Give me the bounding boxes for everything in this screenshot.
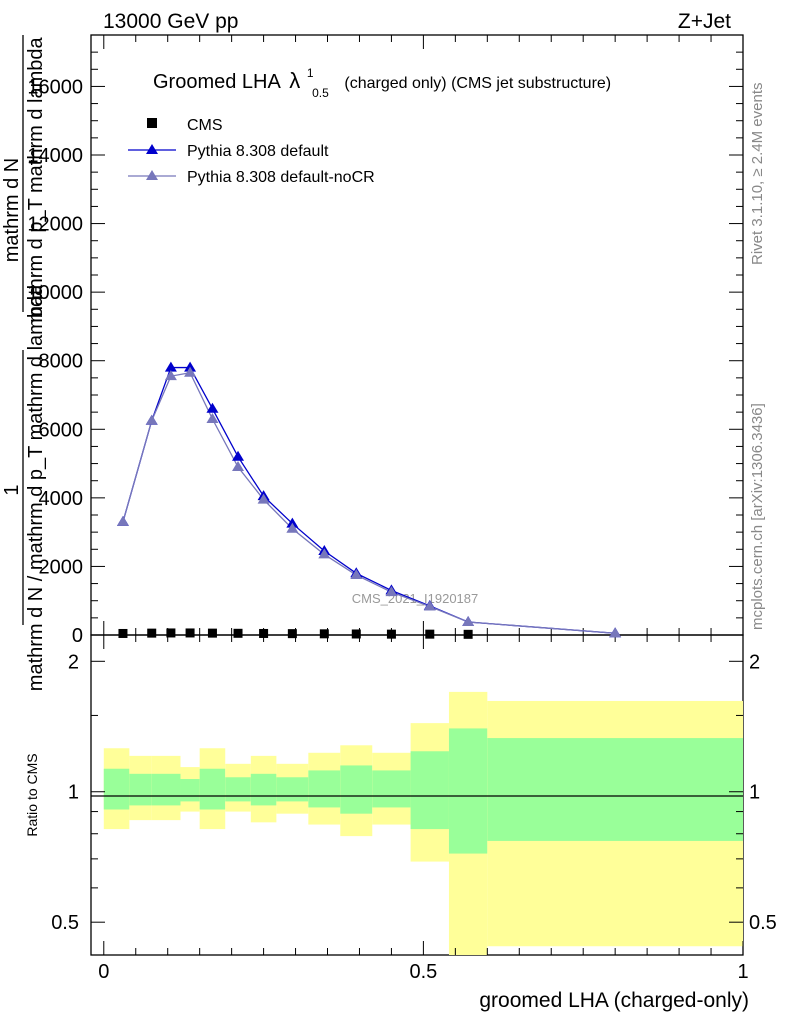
- legend-label-nocr: Pythia 8.308 default-noCR: [187, 169, 375, 186]
- series-point-2: [145, 414, 158, 425]
- cms-data-point: [463, 629, 473, 639]
- series-point-1: [286, 517, 299, 528]
- x-tick-label: 0: [98, 961, 109, 983]
- cms-data-point: [185, 628, 195, 638]
- series-point-2: [164, 370, 177, 381]
- main-y-axis-label: 1 mathrm d N / mathrm d p_T mathrm d lam…: [1, 35, 47, 691]
- header-left: 13000 GeV pp: [103, 10, 238, 33]
- ratio-inner-band: [410, 751, 449, 830]
- ratio-y-tick-label: 2: [68, 651, 79, 673]
- cms-data-point: [207, 628, 217, 638]
- legend-marker-cms: [147, 118, 157, 128]
- analysis-watermark: CMS_2021_I1920187: [352, 591, 479, 606]
- x-tick-label: 0.5: [409, 961, 437, 983]
- cms-data-point: [259, 628, 269, 638]
- series-point-2: [184, 366, 197, 377]
- rivet-version-label: Rivet 3.1.10, ≥ 2.4M events: [749, 83, 766, 266]
- plot-title-name: Groomed LHA: [153, 71, 281, 93]
- ratio-y-axis: 0.5 0.5 1 1 2 2: [51, 651, 777, 934]
- legend-marker-nocr: [146, 170, 158, 180]
- plot-title-sub: 0.5: [312, 86, 329, 100]
- cms-data-point: [319, 629, 329, 639]
- series-point-1: [164, 361, 177, 372]
- plot-title-suffix: (charged only) (CMS jet substructure): [344, 75, 611, 92]
- series-point-2: [116, 515, 129, 526]
- ratio-y-tick-label: 0.5: [51, 912, 79, 934]
- ratio-inner-band: [250, 773, 277, 806]
- y-label-num: mathrm d N: [1, 158, 23, 262]
- y-label-den: mathrm d N / mathrm d p_T mathrm d lambd…: [25, 284, 47, 691]
- series-point-2: [423, 600, 436, 611]
- y-label-den2: mathrm d p_T mathrm d lambda: [25, 36, 47, 322]
- main-y-tick-label: 12000: [27, 214, 83, 236]
- ratio-inner-band: [487, 738, 743, 841]
- x-tick-label: 1: [737, 961, 748, 983]
- ratio-y-tick-label-right: 0.5: [749, 912, 777, 934]
- ratio-inner-band: [180, 779, 200, 802]
- ratio-inner-band: [276, 777, 309, 802]
- plot-title-symbol: λ: [289, 68, 300, 93]
- series-point-2: [286, 522, 299, 533]
- ratio-inner-band: [372, 770, 411, 808]
- main-y-tick-label: 8000: [39, 351, 84, 373]
- series-point-2: [206, 413, 219, 423]
- cms-data-point: [147, 628, 157, 638]
- cms-data-point: [287, 629, 297, 639]
- ratio-y-tick-label-right: 1: [749, 782, 760, 804]
- main-y-tick-label: 10000: [27, 282, 83, 304]
- ratio-x-axis: 0 0.5 1: [98, 635, 749, 983]
- series-point-2: [257, 493, 270, 504]
- legend: CMS Pythia 8.308 default Pythia 8.308 de…: [128, 117, 375, 186]
- ratio-y-axis-label: Ratio to CMS: [24, 753, 40, 836]
- series-point-2: [318, 548, 331, 559]
- main-y-tick-label: 6000: [39, 419, 84, 441]
- ratio-inner-band: [129, 773, 152, 806]
- main-y-axis: 0 2000 4000 6000 8000 10000 12000 14000 16000: [27, 51, 743, 647]
- series-point-1: [206, 402, 219, 413]
- ratio-y-tick-label-right: 2: [749, 651, 760, 673]
- main-y-tick-label: 2000: [39, 556, 84, 578]
- cms-data-point: [425, 629, 435, 639]
- legend-marker-default: [146, 144, 158, 154]
- ratio-inner-band: [340, 765, 373, 814]
- ratio-inner-band: [103, 768, 130, 810]
- cms-data-point: [166, 628, 176, 638]
- series-point-2: [350, 569, 363, 579]
- main-y-tick-label: 4000: [39, 488, 84, 510]
- ratio-inner-band: [151, 773, 181, 806]
- ratio-bands: [103, 691, 743, 955]
- main-y-tick-label: 16000: [27, 76, 83, 98]
- ratio-y-tick-label: 1: [68, 782, 79, 804]
- series-point-2: [609, 627, 622, 638]
- header-right: Z+Jet: [678, 10, 731, 33]
- x-axis-label: groomed LHA (charged-only): [479, 989, 749, 1012]
- main-series: [116, 361, 622, 639]
- plot-title: Groomed LHA λ 1 0.5 (charged only) (CMS …: [153, 60, 611, 102]
- mcplots-label: mcplots.cern.ch [arXiv:1306.3436]: [749, 403, 766, 630]
- cms-data-point: [351, 629, 361, 639]
- ratio-inner-band: [225, 777, 251, 802]
- main-y-tick-label: 14000: [27, 145, 83, 167]
- legend-label-default: Pythia 8.308 default: [187, 143, 329, 160]
- cms-data-point: [118, 628, 128, 638]
- cms-data-point: [386, 629, 396, 639]
- ratio-inner-band: [308, 770, 341, 808]
- y-label-one: 1: [1, 484, 23, 495]
- legend-label-cms: CMS: [187, 117, 223, 134]
- series-point-2: [462, 615, 475, 626]
- series-point-2: [385, 586, 398, 597]
- main-y-tick-label: 0: [72, 625, 83, 647]
- cms-data-point: [233, 628, 243, 638]
- ratio-inner-band: [448, 728, 488, 854]
- series-point-2: [232, 461, 245, 471]
- series-point-1: [184, 361, 197, 372]
- ratio-inner-band: [199, 768, 226, 810]
- plot-title-sup: 1: [307, 66, 314, 80]
- series-point-1: [232, 450, 245, 461]
